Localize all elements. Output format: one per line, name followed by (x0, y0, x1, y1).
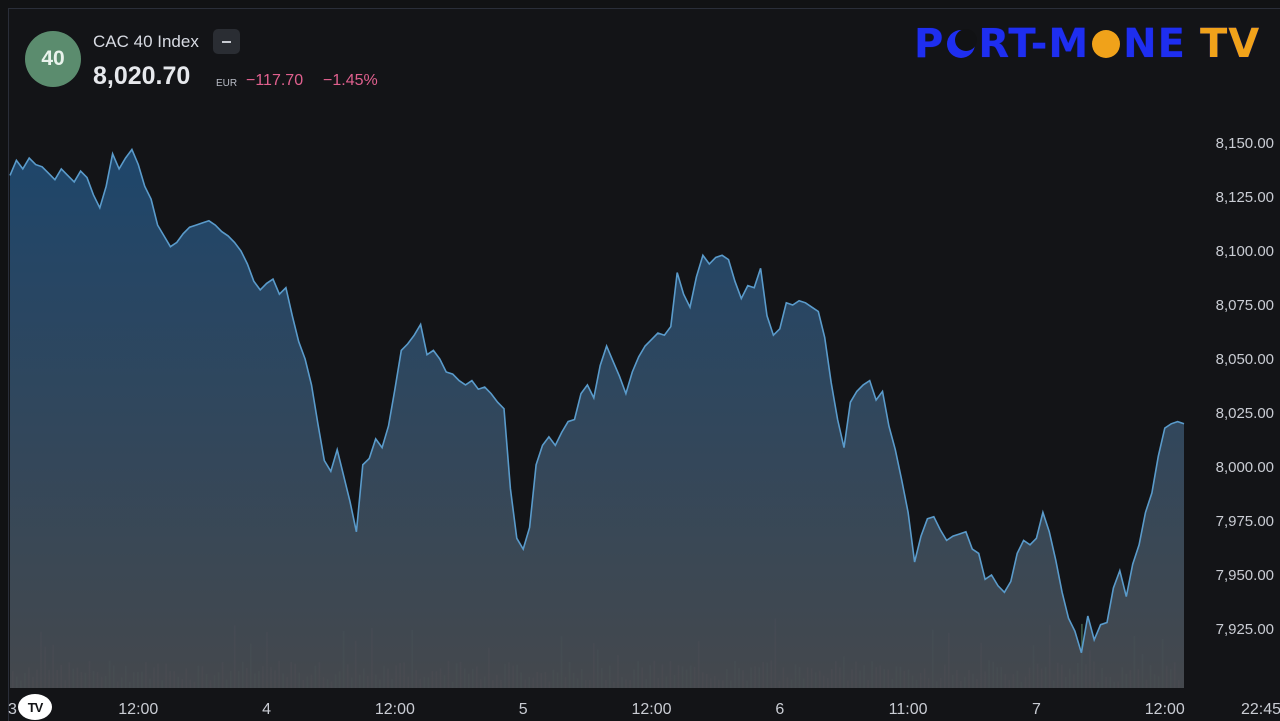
logo-text-2: RT-M (978, 21, 1090, 67)
logo-text-1: P (914, 21, 945, 67)
x-tick-label: 12:00 (375, 701, 415, 718)
logo-text-tv: TV (1199, 21, 1261, 67)
x-tick-label: 7 (1032, 701, 1041, 718)
x-tick-label: 12:00 (631, 701, 671, 718)
logo-text-3: NE (1123, 21, 1186, 67)
crescent-moon-icon (947, 29, 978, 58)
currency-label: EUR (216, 78, 238, 89)
x-tick-label: 11:00 (889, 701, 928, 718)
y-tick-label: 8,050.00 (1216, 351, 1274, 368)
y-tick-label: 8,150.00 (1216, 135, 1274, 152)
x-axis: 3 12:00 4 12:00 5 12:00 6 11:00 7 12:00 22:45 (8, 701, 1280, 718)
symbol-badge: 40 (25, 31, 81, 87)
y-tick-label: 7,975.00 (1216, 513, 1274, 530)
price-change-percent: −1.45% (323, 72, 378, 89)
y-tick-label: 8,075.00 (1216, 297, 1274, 314)
x-tick-label: 12:00 (118, 701, 158, 718)
collapse-button[interactable] (213, 29, 240, 54)
price-line (9, 147, 1185, 654)
x-tick-label: 4 (262, 701, 271, 718)
x-tick-label: 3 (8, 701, 17, 718)
y-tick-label: 8,100.00 (1216, 243, 1274, 260)
y-tick-label: 8,000.00 (1216, 459, 1274, 476)
y-tick-label: 8,125.00 (1216, 189, 1274, 206)
y-tick-label: 7,925.00 (1216, 621, 1274, 638)
last-price: 8,020.70 (93, 62, 191, 90)
sun-icon (1092, 30, 1121, 58)
price-change: −117.70 (246, 72, 304, 89)
symbol-name[interactable]: CAC 40 Index (93, 32, 199, 51)
minus-icon (222, 40, 231, 43)
tradingview-logo[interactable]: TV (18, 694, 52, 720)
x-tick-label: 5 (519, 701, 528, 718)
x-tick-label: 12:00 (1145, 701, 1185, 718)
y-tick-label: 8,025.00 (1216, 405, 1274, 422)
y-tick-label: 7,950.00 (1216, 567, 1274, 584)
port-mone-tv-logo: P RT-M NE TV (914, 20, 1260, 68)
x-tick-label: 6 (775, 701, 784, 718)
y-axis: 8,150.00 8,125.00 8,100.00 8,075.00 8,050.00… (1216, 135, 1274, 638)
x-tick-label: 22:45 (1241, 701, 1280, 718)
price-area (10, 149, 1184, 688)
